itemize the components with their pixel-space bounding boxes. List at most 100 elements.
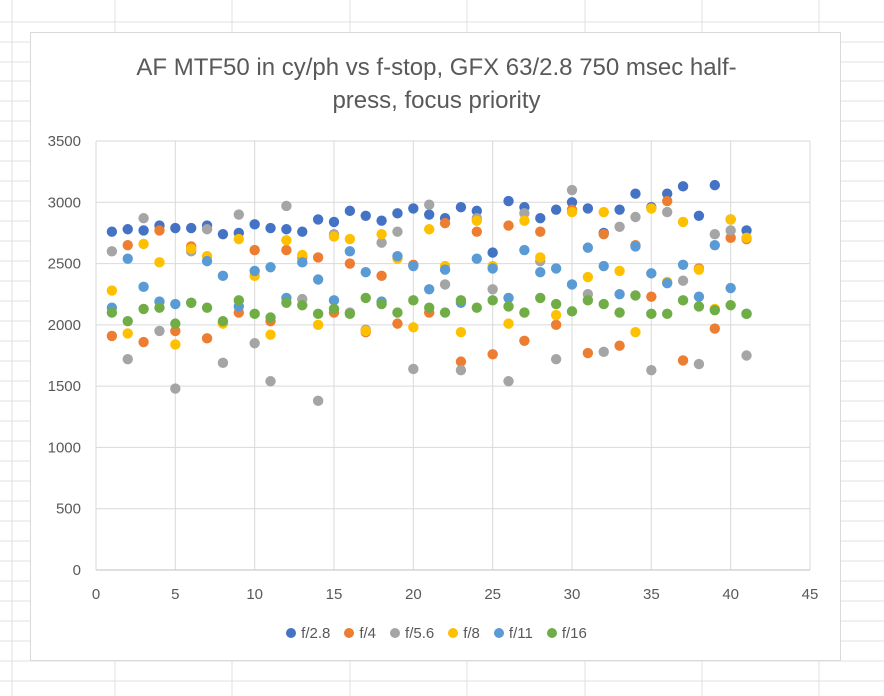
data-point[interactable] — [535, 226, 546, 237]
data-point[interactable] — [217, 270, 229, 282]
data-point[interactable] — [662, 277, 673, 289]
data-point[interactable] — [614, 289, 625, 300]
data-point[interactable] — [646, 365, 657, 376]
data-point[interactable] — [122, 328, 133, 339]
data-point[interactable] — [646, 291, 657, 302]
data-point[interactable] — [312, 308, 324, 320]
data-point[interactable] — [582, 271, 594, 283]
data-point[interactable] — [709, 304, 720, 316]
data-point[interactable] — [312, 214, 324, 225]
data-point[interactable] — [297, 300, 308, 311]
data-point[interactable] — [186, 297, 197, 308]
data-point[interactable] — [598, 228, 609, 240]
data-point[interactable] — [360, 292, 371, 304]
data-point[interactable] — [662, 206, 673, 218]
data-point[interactable] — [566, 279, 578, 290]
data-point[interactable] — [312, 319, 324, 331]
data-point[interactable] — [122, 353, 133, 365]
data-point[interactable] — [535, 266, 546, 278]
data-point[interactable] — [154, 225, 165, 236]
data-point[interactable] — [154, 257, 165, 268]
data-point[interactable] — [233, 233, 244, 245]
data-point[interactable] — [392, 307, 403, 318]
data-point[interactable] — [630, 327, 641, 338]
data-point[interactable] — [662, 195, 673, 207]
data-point[interactable] — [281, 200, 292, 212]
data-point[interactable] — [328, 216, 340, 228]
data-point[interactable] — [471, 205, 482, 217]
data-point[interactable] — [138, 336, 149, 348]
data-point[interactable] — [646, 268, 657, 279]
data-point[interactable] — [614, 265, 625, 277]
data-point[interactable] — [249, 244, 260, 256]
data-point[interactable] — [614, 307, 625, 318]
data-point[interactable] — [186, 222, 197, 234]
data-point[interactable] — [186, 243, 197, 255]
data-point[interactable] — [487, 284, 498, 295]
data-point[interactable] — [455, 356, 467, 367]
legend-item[interactable]: f/16 — [546, 625, 587, 642]
data-point[interactable] — [471, 253, 482, 264]
legend-item[interactable]: f/11 — [493, 625, 533, 642]
data-point[interactable] — [677, 355, 689, 366]
data-point[interactable] — [297, 257, 308, 268]
legend-item[interactable]: f/4 — [344, 625, 376, 642]
data-point[interactable] — [519, 215, 530, 226]
data-point[interactable] — [217, 357, 229, 369]
data-point[interactable] — [154, 325, 165, 337]
data-point[interactable] — [106, 285, 118, 296]
data-point[interactable] — [709, 239, 720, 251]
data-point[interactable] — [122, 239, 133, 251]
data-point[interactable] — [535, 213, 546, 224]
data-point[interactable] — [424, 284, 435, 295]
data-point[interactable] — [233, 209, 244, 220]
data-point[interactable] — [550, 309, 562, 321]
data-point[interactable] — [106, 226, 118, 237]
data-point[interactable] — [170, 298, 181, 310]
data-point[interactable] — [487, 263, 498, 274]
data-point[interactable] — [360, 325, 371, 337]
data-point[interactable] — [328, 231, 340, 242]
data-point[interactable] — [566, 206, 578, 218]
data-point[interactable] — [693, 210, 705, 221]
legend-item[interactable]: f/2.8 — [286, 625, 330, 642]
data-point[interactable] — [170, 325, 181, 337]
legend-item[interactable]: f/5.6 — [390, 625, 434, 642]
data-point[interactable] — [741, 232, 752, 244]
data-point[interactable] — [439, 307, 451, 318]
data-point[interactable] — [281, 235, 292, 246]
data-point[interactable] — [344, 258, 356, 269]
data-point[interactable] — [122, 315, 133, 327]
data-point[interactable] — [677, 259, 689, 270]
data-point[interactable] — [741, 225, 752, 236]
data-point[interactable] — [439, 279, 451, 290]
data-point[interactable] — [614, 204, 625, 215]
data-point[interactable] — [249, 219, 260, 230]
data-point[interactable] — [424, 209, 435, 220]
data-point[interactable] — [265, 329, 276, 340]
data-point[interactable] — [201, 224, 213, 235]
data-point[interactable] — [662, 308, 673, 320]
data-point[interactable] — [122, 253, 133, 264]
data-point[interactable] — [566, 197, 578, 208]
data-point[interactable] — [677, 181, 689, 192]
data-point[interactable] — [408, 203, 419, 214]
data-point[interactable] — [233, 295, 244, 306]
data-point[interactable] — [503, 318, 514, 329]
data-point[interactable] — [265, 312, 276, 323]
data-point[interactable] — [503, 195, 514, 207]
data-point[interactable] — [519, 208, 530, 219]
data-point[interactable] — [344, 205, 356, 217]
data-point[interactable] — [709, 323, 720, 334]
data-point[interactable] — [471, 226, 482, 237]
data-point[interactable] — [630, 241, 641, 252]
data-point[interactable] — [297, 249, 308, 261]
data-point[interactable] — [519, 335, 530, 346]
data-point[interactable] — [725, 225, 736, 236]
data-point[interactable] — [392, 208, 403, 219]
data-point[interactable] — [249, 308, 260, 320]
data-point[interactable] — [550, 353, 562, 365]
data-point[interactable] — [376, 237, 387, 248]
data-point[interactable] — [646, 308, 657, 320]
data-point[interactable] — [709, 228, 720, 240]
